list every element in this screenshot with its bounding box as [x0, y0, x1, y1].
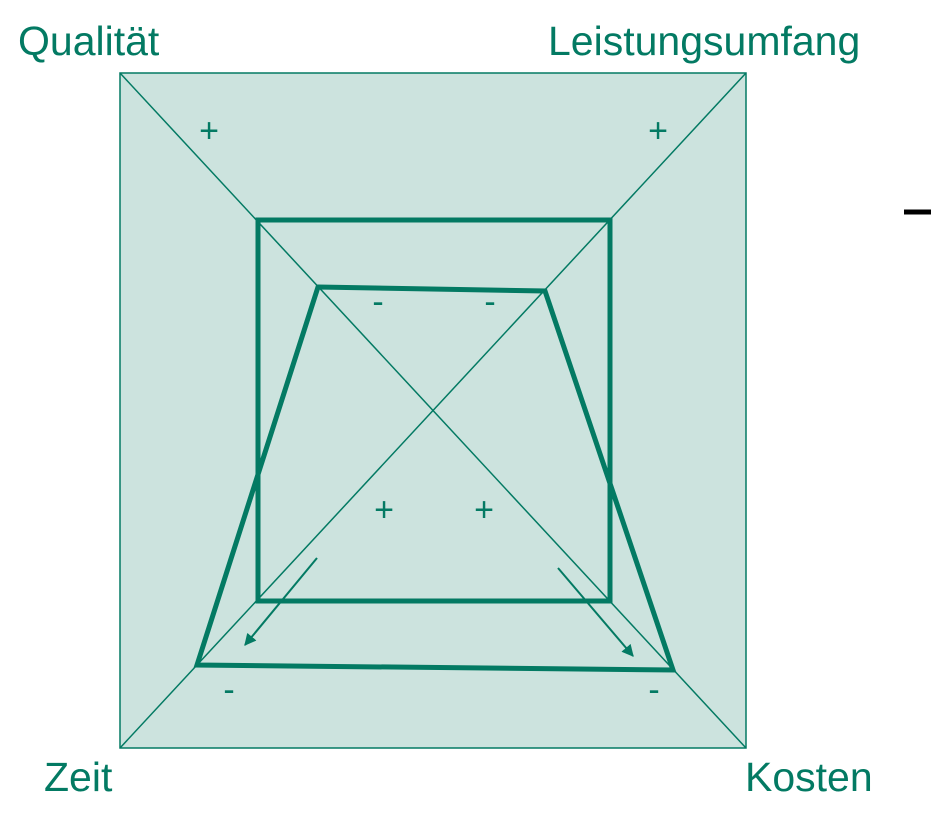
sign-inner-top-right: - — [484, 283, 495, 321]
sign-inner-bottom-left: + — [374, 491, 394, 529]
sign-outer-bottom-right: - — [648, 671, 659, 709]
diagonal-leistungsumfang-zeit — [119, 72, 747, 749]
sign-inner-bottom-right: + — [474, 491, 494, 529]
label-leistungsumfang: Leistungsumfang — [548, 18, 861, 64]
sign-outer-bottom-left: - — [223, 671, 234, 709]
sign-outer-top-right: + — [648, 112, 668, 150]
label-kosten: Kosten — [745, 754, 873, 800]
sign-outer-top-left: + — [199, 112, 219, 150]
sign-inner-top-left: - — [372, 283, 383, 321]
label-zeit: Zeit — [44, 754, 113, 800]
arrow-toward-kosten — [557, 567, 634, 657]
shifted-quadrilateral — [193, 284, 677, 673]
arrow-toward-zeit — [244, 557, 318, 646]
label-qualitaet: Qualität — [18, 18, 160, 64]
